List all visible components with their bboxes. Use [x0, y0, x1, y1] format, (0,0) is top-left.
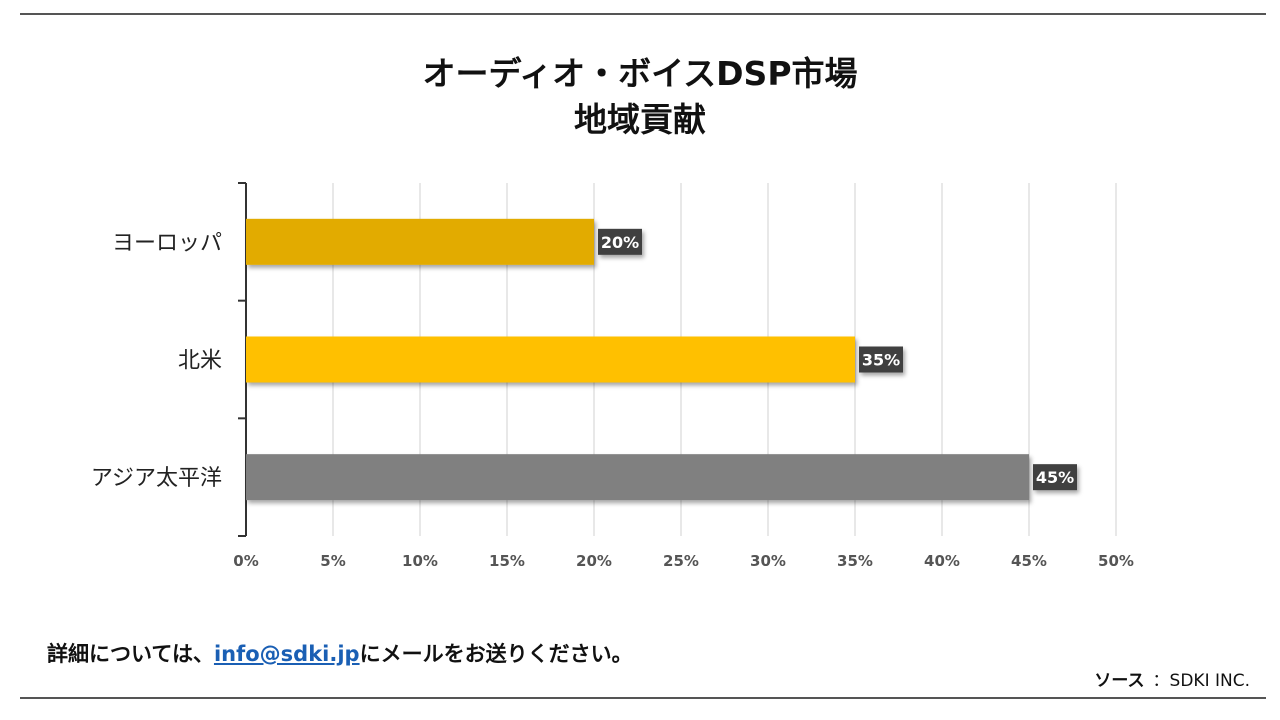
- data-label-box-0: [598, 228, 642, 255]
- category-label-2: アジア太平洋: [91, 466, 222, 491]
- data-label-1: 35%: [862, 351, 900, 370]
- x-tick-label-2: 10%: [402, 552, 438, 570]
- contact-note: 詳細については、info@sdki.jpにメールをお送りください。: [47, 638, 633, 668]
- x-tick-label-0: 0%: [233, 552, 258, 570]
- data-label-0: 20%: [601, 233, 639, 252]
- x-tick-label-6: 30%: [750, 552, 786, 570]
- x-tick-label-5: 25%: [663, 552, 699, 570]
- contact-note-prefix: 詳細については、: [47, 642, 214, 666]
- chart-title-line-1: オーディオ・ボイスDSP市場: [422, 54, 858, 93]
- contact-note-suffix: にメールをお送りください。: [359, 642, 633, 666]
- bar-0: [246, 218, 594, 265]
- x-tick-label-7: 35%: [837, 552, 873, 570]
- data-label-box-1: [859, 346, 903, 373]
- source-label: ソース: [1094, 671, 1145, 691]
- data-label-box-2: [1033, 464, 1077, 491]
- x-tick-label-9: 45%: [1011, 552, 1047, 570]
- x-tick-label-3: 15%: [489, 552, 525, 570]
- contact-email-link[interactable]: info@sdki.jp: [213, 642, 360, 666]
- bar-1: [246, 336, 855, 383]
- category-label-0: ヨーロッパ: [112, 231, 222, 256]
- x-tick-label-4: 20%: [576, 552, 612, 570]
- x-tick-label-1: 5%: [320, 552, 345, 570]
- bottom-rule: [20, 697, 1266, 699]
- x-tick-label-10: 50%: [1098, 552, 1134, 570]
- source-credit: ソース ：SDKI INC.: [1094, 666, 1250, 691]
- top-rule: [20, 13, 1266, 15]
- chart-title-line-2: 地域貢献: [574, 100, 706, 139]
- source-value: ：SDKI INC.: [1152, 671, 1250, 691]
- bar-2: [246, 454, 1029, 501]
- x-tick-label-8: 40%: [924, 552, 960, 570]
- category-label-1: 北米: [178, 349, 222, 374]
- data-label-2: 45%: [1036, 468, 1074, 487]
